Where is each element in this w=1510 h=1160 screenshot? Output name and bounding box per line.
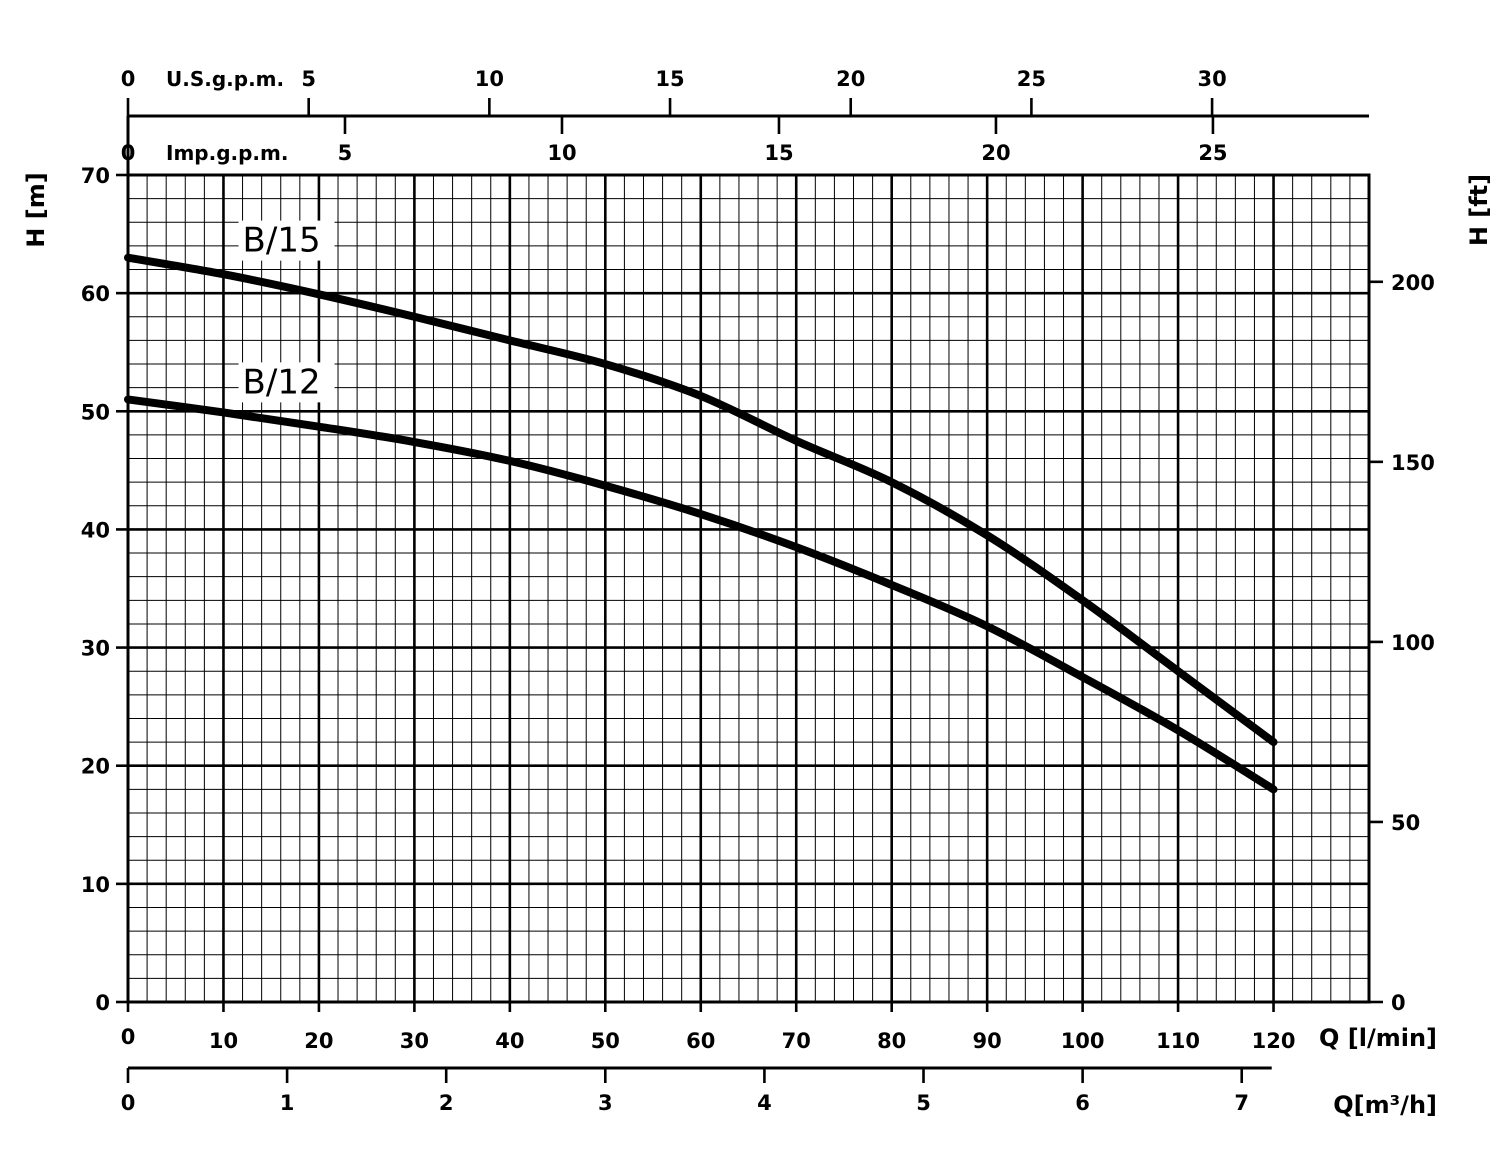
x-secondary-tick-label: 4 [757, 1091, 772, 1115]
curve-label-background [238, 362, 335, 403]
x-secondary-tick-label: 7 [1234, 1091, 1249, 1115]
x-secondary-tick-label: 3 [598, 1091, 613, 1115]
x-tick-label: 20 [304, 1029, 333, 1053]
x-tick-label: 30 [400, 1029, 429, 1053]
x-secondary-tick-label: 1 [280, 1091, 295, 1115]
y-tick-label: 70 [81, 164, 110, 188]
x-tick-label: 40 [495, 1029, 524, 1053]
top-us-tick-label: 25 [1017, 67, 1046, 91]
y-right-tick-label: 50 [1391, 811, 1420, 835]
top-imp-tick-label: 25 [1198, 141, 1227, 165]
curve-label-background [238, 220, 335, 261]
y-tick-label: 60 [81, 282, 110, 306]
series-curves [124, 253, 1278, 794]
top-imp-tick-label: 0 [121, 141, 136, 165]
y-axis-title-right: H [ft] [1465, 174, 1493, 246]
x-tick-label: 100 [1061, 1029, 1105, 1053]
x-tick-label: 50 [591, 1029, 620, 1053]
top-imp-tick-label: 20 [981, 141, 1010, 165]
y-tick-label: 40 [81, 518, 110, 542]
top-us-tick-label: 0 [121, 67, 136, 91]
y-tick-label: 0 [95, 991, 110, 1015]
x-secondary-axis-title: Q[m³/h] [1333, 1091, 1437, 1119]
y-right-tick-label: 0 [1391, 991, 1406, 1015]
y-tick-label: 20 [81, 755, 110, 779]
y-axis-title-left: H [m] [22, 172, 50, 247]
y-tick-label: 10 [81, 873, 110, 897]
curve-labels: B/15 B/12 [238, 220, 335, 403]
top-us-scale-label: U.S.g.p.m. [166, 67, 284, 91]
top-us-tick-label: 15 [655, 67, 684, 91]
major-gridlines [126, 173, 1371, 1004]
curve-label-b-15: B/15 [243, 221, 321, 261]
top-imp-scale-label: Imp.g.p.m. [166, 141, 288, 165]
top-us-tick-label: 5 [301, 67, 316, 91]
y-right-tick-label: 150 [1391, 451, 1435, 475]
x-tick-label: 60 [686, 1029, 715, 1053]
x-axis-title: Q [l/min] [1319, 1024, 1437, 1052]
x-tick-label: 110 [1156, 1029, 1200, 1053]
y-right-tick-label: 100 [1391, 631, 1435, 655]
top-imp-tick-label: 5 [338, 141, 353, 165]
y-tick-label: 30 [81, 637, 110, 661]
series-line-b-15 [124, 253, 1278, 747]
y-right-tick-label: 200 [1391, 271, 1435, 295]
x-secondary-tick-label: 6 [1075, 1091, 1090, 1115]
x-secondary-tick-label: 5 [916, 1091, 931, 1115]
x-tick-label: 90 [973, 1029, 1002, 1053]
y-tick-label: 50 [81, 400, 110, 424]
top-imp-tick-label: 15 [764, 141, 793, 165]
plot-frame [126, 173, 1371, 1004]
curve-label-b-12: B/12 [243, 362, 321, 402]
x-tick-label: 120 [1252, 1029, 1296, 1053]
top-us-tick-label: 20 [836, 67, 865, 91]
minor-gridlines [127, 174, 1370, 1003]
top-us-tick-label: 10 [475, 67, 504, 91]
series-line-b-12 [124, 395, 1278, 794]
x-tick-label: 0 [121, 1025, 136, 1049]
x-secondary-tick-label: 0 [121, 1091, 136, 1115]
x-tick-label: 70 [782, 1029, 811, 1053]
axes [116, 98, 1383, 1083]
top-imp-tick-label: 10 [547, 141, 576, 165]
top-us-tick-label: 30 [1197, 67, 1226, 91]
x-tick-label: 80 [877, 1029, 906, 1053]
x-tick-label: 10 [209, 1029, 238, 1053]
x-secondary-tick-label: 2 [439, 1091, 454, 1115]
